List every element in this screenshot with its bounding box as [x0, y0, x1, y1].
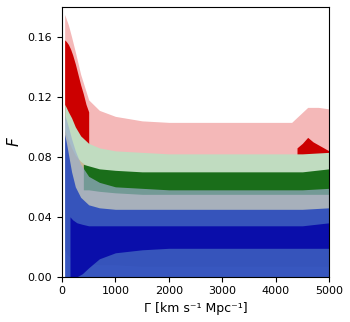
Y-axis label: F: F [7, 137, 22, 146]
X-axis label: Γ [km s⁻¹ Mpc⁻¹]: Γ [km s⁻¹ Mpc⁻¹] [144, 302, 247, 315]
